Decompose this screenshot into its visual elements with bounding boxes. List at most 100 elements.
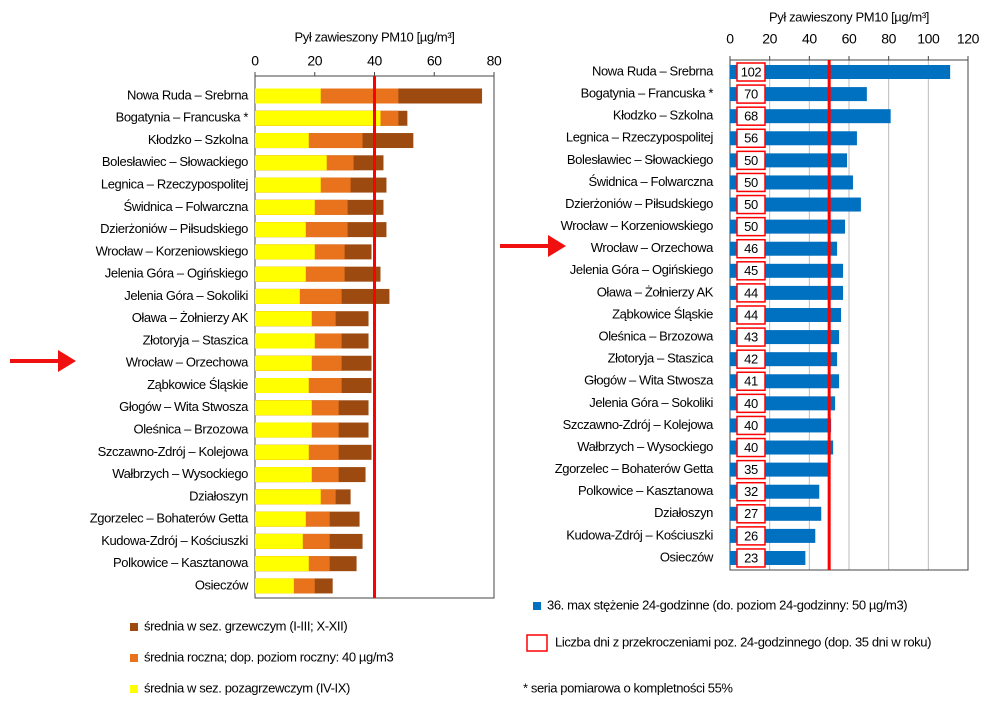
x-tick-label: 60	[427, 53, 442, 69]
value-label: 35	[744, 462, 758, 477]
bar	[730, 109, 891, 124]
value-label: 44	[744, 307, 758, 322]
y-tick-label: Oława – Żołnierzy AK	[132, 310, 249, 325]
legend-label: średnia roczna; dop. poziom roczny: 40 µ…	[144, 649, 393, 664]
y-tick-label: Oleśnica – Brzozowa	[598, 329, 714, 344]
value-label: 56	[744, 131, 758, 146]
y-tick-label: Jelenia Góra – Sokoliki	[589, 395, 713, 410]
label-box	[736, 504, 766, 524]
y-tick-label: Jelenia Góra – Ogińskiego	[570, 262, 713, 277]
value-label: 26	[744, 528, 758, 543]
legend-swatch	[130, 623, 138, 631]
y-tick-label: Bolesławiec – Słowackiego	[567, 152, 713, 167]
legend-swatch	[526, 634, 548, 652]
value-label: 102	[741, 64, 762, 79]
x-tick-label: 20	[307, 53, 322, 69]
value-label: 27	[744, 506, 758, 521]
y-tick-label: Wrocław – Orzechowa	[591, 240, 714, 255]
bar	[255, 355, 312, 371]
legend-swatch	[130, 654, 138, 662]
value-label: 40	[744, 418, 758, 433]
legend-label: średnia w sez. grzewczym (I-III; X-XII)	[144, 618, 347, 633]
label-box	[736, 283, 766, 303]
bar	[255, 266, 306, 282]
bar	[255, 311, 312, 327]
y-tick-label: Polkowice – Kasztanowa	[113, 555, 249, 570]
y-tick-label: Nowa Ruda – Srebrna	[127, 87, 249, 102]
y-tick-label: Jelenia Góra – Ogińskiego	[105, 266, 248, 281]
y-tick-label: Dzierżoniów – Piłsudskiego	[100, 221, 248, 236]
bar	[255, 578, 294, 594]
label-box	[736, 481, 766, 502]
value-label: 32	[744, 484, 758, 499]
label-box	[736, 84, 766, 104]
y-tick-label: Złotoryja – Staszica	[143, 332, 250, 347]
label-box	[736, 349, 766, 369]
value-label: 68	[744, 109, 758, 124]
y-tick-label: Działoszyn	[189, 488, 248, 503]
y-tick-label: Osieczów	[660, 549, 714, 564]
y-tick-label: Wrocław – Korzeniowskiego	[561, 218, 713, 233]
value-label: 40	[744, 440, 758, 455]
y-tick-label: Głogów – Wita Stwosza	[584, 373, 714, 388]
bar	[255, 199, 315, 215]
y-tick-label: Złotoryja – Staszica	[608, 351, 715, 366]
label-box	[736, 150, 766, 171]
y-tick-label: Oława – Żołnierzy AK	[597, 284, 714, 299]
x-tick-label: 40	[367, 53, 382, 69]
bar	[255, 110, 381, 126]
y-tick-label: Wrocław – Korzeniowskiego	[96, 243, 248, 258]
label-box	[736, 194, 766, 215]
footnote: * seria pomiarowa o kompletności 55%	[523, 680, 733, 695]
y-tick-label: Legnica – Rzeczypospolitej	[101, 177, 249, 192]
y-tick-label: Szczawno-Zdrój – Kolejowa	[563, 417, 715, 432]
label-box	[736, 548, 766, 568]
x-tick-label: 100	[917, 31, 940, 47]
y-tick-label: Legnica – Rzeczypospolitej	[566, 130, 714, 145]
y-tick-label: Wrocław – Orzechowa	[126, 355, 249, 370]
label-box	[736, 106, 766, 126]
legend-label: 36. max stężenie 24-godzinne (do. poziom…	[547, 597, 907, 612]
value-label: 50	[744, 197, 758, 212]
arrow-head	[58, 350, 76, 372]
x-tick-label: 80	[881, 31, 896, 47]
y-tick-label: Kłodzko – Szkolna	[613, 108, 714, 123]
label-box	[736, 62, 766, 82]
y-tick-label: Świdnica – Folwarczna	[123, 199, 249, 214]
value-label: 42	[744, 352, 758, 367]
bar	[255, 288, 300, 304]
label-box	[736, 393, 766, 414]
y-tick-label: Bolesławiec – Słowackiego	[102, 154, 248, 169]
value-label: 50	[744, 175, 758, 190]
bar	[255, 177, 321, 193]
bar	[255, 155, 327, 171]
bar	[255, 533, 303, 549]
y-tick-label: Polkowice – Kasztanowa	[578, 483, 714, 498]
bar	[255, 422, 312, 438]
x-tick-label: 120	[957, 31, 980, 47]
y-tick-label: Ząbkowice Śląskie	[147, 377, 248, 392]
y-tick-label: Działoszyn	[654, 505, 713, 520]
arrow-head	[548, 235, 566, 257]
bar	[255, 88, 321, 104]
y-tick-label: Świdnica – Folwarczna	[588, 174, 714, 189]
y-tick-label: Zgorzelec – Bohaterów Getta	[90, 511, 249, 526]
x-axis-title: Pył zawieszony PM10 [µg/m³]	[769, 9, 929, 24]
bar	[730, 65, 951, 79]
bar	[255, 556, 309, 572]
bar	[255, 244, 315, 260]
label-box	[736, 238, 766, 259]
y-tick-label: Nowa Ruda – Srebrna	[592, 63, 714, 78]
label-box	[736, 415, 766, 436]
y-tick-label: Kłodzko – Szkolna	[148, 132, 249, 147]
bar	[255, 511, 306, 527]
label-box	[736, 128, 766, 149]
y-tick-label: Jelenia Góra – Sokoliki	[124, 288, 248, 303]
label-box	[736, 371, 766, 392]
legend-label: średnia w sez. pozagrzewczym (IV-IX)	[144, 680, 350, 695]
value-label: 45	[744, 263, 758, 278]
y-tick-label: Głogów – Wita Stwosza	[119, 399, 249, 414]
legend-swatch	[130, 685, 138, 693]
label-box	[736, 261, 766, 281]
